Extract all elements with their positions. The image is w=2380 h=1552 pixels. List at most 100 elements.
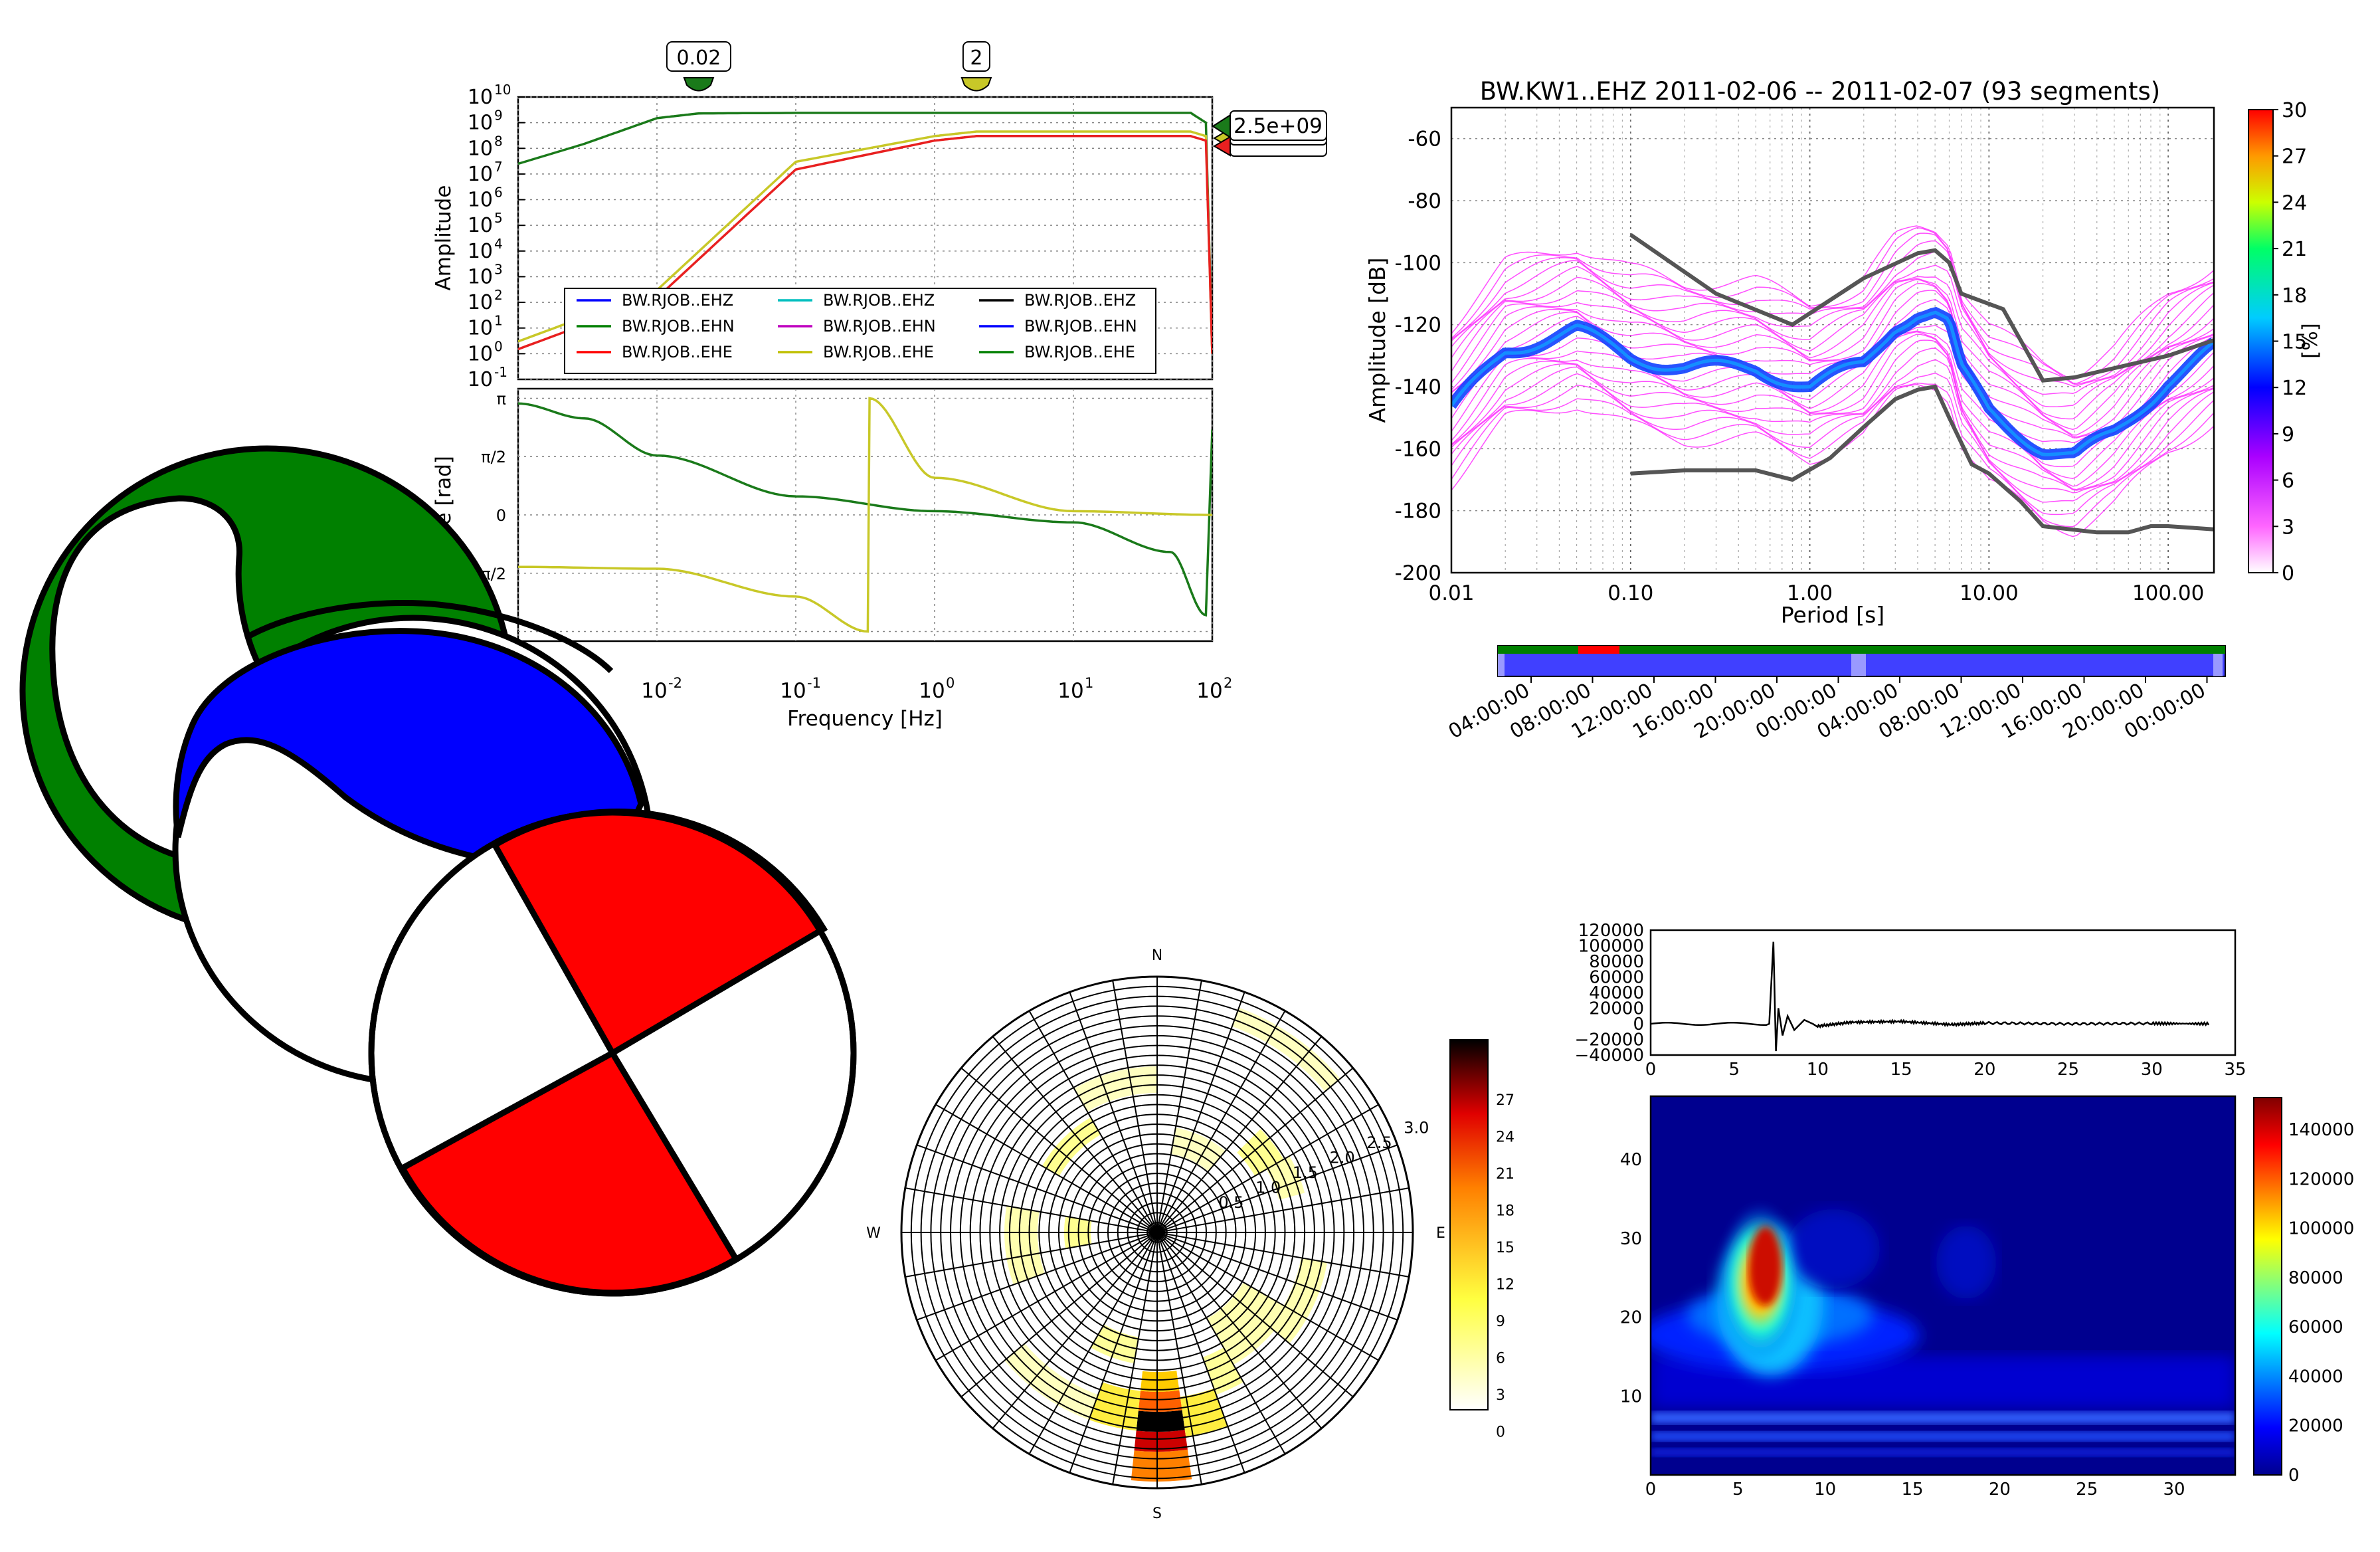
ppsd-ytick-label: -140 bbox=[1395, 375, 1441, 399]
seismogram-ytick-labels: 120000100000800006000040000200000−20000−… bbox=[1575, 921, 1645, 1066]
seismogram-axes bbox=[1649, 929, 2237, 1056]
amplitude-line bbox=[518, 135, 1212, 354]
polar-colorbar-ticks: 27 24 21 18 15 12 9 6 3 0 bbox=[1496, 1092, 1514, 1441]
ppsd-colorbar-label: [%] bbox=[2298, 323, 2322, 359]
polar-spoke bbox=[1069, 991, 1158, 1233]
direction-label-n: N bbox=[1152, 947, 1162, 964]
seismogram-ytick-label: 40000 bbox=[1589, 983, 1644, 1003]
radial-tick-label: 2.0 bbox=[1330, 1148, 1355, 1167]
scalogram-xtick-label: 30 bbox=[2163, 1480, 2185, 1500]
polar-spoke bbox=[905, 1187, 1158, 1233]
legend-label: BW.RJOB..EHE bbox=[1024, 343, 1135, 361]
legend-label: BW.RJOB..EHN bbox=[823, 317, 936, 336]
direction-label-e: E bbox=[1436, 1225, 1445, 1242]
seismogram-ytick-label: 80000 bbox=[1589, 952, 1644, 972]
ppsd-xlabel: Period [s] bbox=[1781, 602, 1884, 628]
polar-spoke bbox=[1156, 1232, 1398, 1321]
ytick-label-base: 10 bbox=[468, 214, 493, 237]
radial-tick-label: 0.5 bbox=[1218, 1193, 1243, 1212]
polar-spoke bbox=[1156, 1232, 1410, 1278]
polar-spoke bbox=[905, 1232, 1158, 1278]
legend-label: BW.RJOB..EHZ bbox=[823, 291, 935, 310]
xtick-label-exponent: 2 bbox=[1224, 675, 1232, 691]
scalogram-plot: 0 5 10 15 20 25 30 10 20 30 40 140000 120000 100000… bbox=[1620, 1095, 2354, 1500]
ppsd-ytick-label: -200 bbox=[1395, 561, 1441, 585]
colorbar-tick-label: 15 bbox=[1496, 1240, 1514, 1256]
scalogram-ytick-label: 20 bbox=[1620, 1308, 1642, 1328]
polar-cell bbox=[1042, 1117, 1101, 1176]
polar-cell bbox=[1207, 1282, 1290, 1365]
xtick-label-base: 10 bbox=[1196, 679, 1222, 703]
seismogram-ytick-label: 0 bbox=[1633, 1015, 1644, 1034]
colorbar-tick-label: 21 bbox=[2282, 238, 2307, 261]
seismogram-xtick-label: 35 bbox=[2224, 1060, 2246, 1080]
xtick-label-exponent: -2 bbox=[668, 675, 682, 691]
polar-spoke bbox=[992, 1232, 1158, 1429]
scalogram-colorbar-tick-label: 120000 bbox=[2288, 1169, 2354, 1189]
seismogram-line bbox=[1650, 941, 2210, 1052]
ppsd-ytick-label: -80 bbox=[1408, 189, 1441, 213]
polar-histogram: N E S W 0.5 1.0 1.5 2.0 2.5 3.0 27 24 21 18 15 12 9 6 3 0 bbox=[866, 947, 1514, 1522]
scalogram-colorbar-tick-label: 80000 bbox=[2288, 1268, 2343, 1288]
marker-label: 2 bbox=[970, 47, 982, 70]
scalogram-ytick-label: 40 bbox=[1620, 1150, 1642, 1170]
ytick-label-exponent: 3 bbox=[494, 261, 503, 277]
scalogram-colorbar-tick-label: 60000 bbox=[2288, 1317, 2343, 1337]
density-trace bbox=[1451, 372, 2214, 516]
ytick-label-exponent: 6 bbox=[494, 185, 503, 201]
ytick-label-base: 10 bbox=[468, 240, 493, 263]
scalogram-xtick-label: 5 bbox=[1732, 1480, 1744, 1500]
density-trace bbox=[1451, 331, 2214, 487]
scalogram-xtick-label: 10 bbox=[1814, 1480, 1836, 1500]
phase-xlabel: Frequency [Hz] bbox=[787, 707, 943, 731]
phase-line bbox=[518, 397, 1212, 633]
phase-ytick-label: 0 bbox=[496, 506, 506, 525]
polar-cell bbox=[1134, 1430, 1188, 1452]
marker-triangle bbox=[683, 77, 715, 92]
scalogram-colorbar-tick-label: 20000 bbox=[2288, 1416, 2343, 1436]
radial-tick-label: 2.5 bbox=[1366, 1133, 1392, 1152]
density-trace bbox=[1451, 330, 2214, 479]
polar-cell bbox=[1004, 1343, 1099, 1420]
polar-spoke bbox=[1156, 1232, 1354, 1398]
density-core-highlight bbox=[1451, 310, 2214, 456]
bode-legend: BW.RJOB..EHZ BW.RJOB..EHN BW.RJOB..EHE BW.R… bbox=[564, 288, 1156, 374]
ytick-label-base: 10 bbox=[468, 163, 493, 186]
timeline-gap bbox=[1498, 654, 1505, 676]
xtick-label-exponent: 1 bbox=[1085, 675, 1093, 691]
amplitude-ylabel: Amplitude bbox=[432, 185, 456, 291]
right-label-box bbox=[1230, 110, 1327, 141]
radial-tick-label: 1.0 bbox=[1255, 1178, 1281, 1197]
seismogram-ytick-label: 20000 bbox=[1589, 999, 1644, 1019]
ytick-label-exponent: 2 bbox=[494, 287, 503, 303]
ytick-label-exponent: 9 bbox=[494, 108, 503, 124]
polar-spoke bbox=[961, 1067, 1158, 1233]
polar-cell bbox=[1136, 1410, 1185, 1432]
legend-label: BW.RJOB..EHE bbox=[823, 343, 934, 361]
xtick-label-base: 10 bbox=[780, 679, 806, 703]
right-value-labels: 2.5e+09 bbox=[1212, 110, 1327, 157]
ppsd-colorbar bbox=[2248, 109, 2274, 573]
colorbar-tick-label: 18 bbox=[2282, 284, 2307, 308]
legend-label: BW.RJOB..EHN bbox=[1024, 317, 1137, 336]
scalogram-xtick-label: 20 bbox=[1989, 1480, 2011, 1500]
density-trace bbox=[1451, 233, 2214, 385]
phase-ytick-labels: ππ/20π/2 bbox=[481, 389, 506, 583]
scalogram-colorbar-ticks: 140000 120000 100000 80000 60000 40000 20000 0 bbox=[2288, 1120, 2354, 1486]
legend-label: BW.RJOB..EHN bbox=[622, 317, 735, 336]
density-trace bbox=[1451, 359, 2214, 503]
ppsd-ytick-label: -180 bbox=[1395, 500, 1441, 524]
polar-cell bbox=[1170, 1127, 1226, 1172]
marker-label: 0.02 bbox=[677, 47, 721, 70]
polar-cell bbox=[1180, 1388, 1228, 1436]
polar-spoke bbox=[1069, 1232, 1158, 1474]
polar-spoke bbox=[1156, 1144, 1398, 1233]
scalogram-colorbar-tick-label: 0 bbox=[2288, 1466, 2300, 1486]
legend-label: BW.RJOB..EHZ bbox=[1024, 291, 1136, 310]
polar-spoke bbox=[1156, 1011, 1286, 1233]
ppsd-timeline-tick-labels: 04:00:0008:00:0012:00:0016:00:0020:00:00… bbox=[1445, 679, 2210, 744]
ppsd-density bbox=[1451, 225, 2214, 537]
colorbar-tick-label: 18 bbox=[1496, 1203, 1514, 1220]
